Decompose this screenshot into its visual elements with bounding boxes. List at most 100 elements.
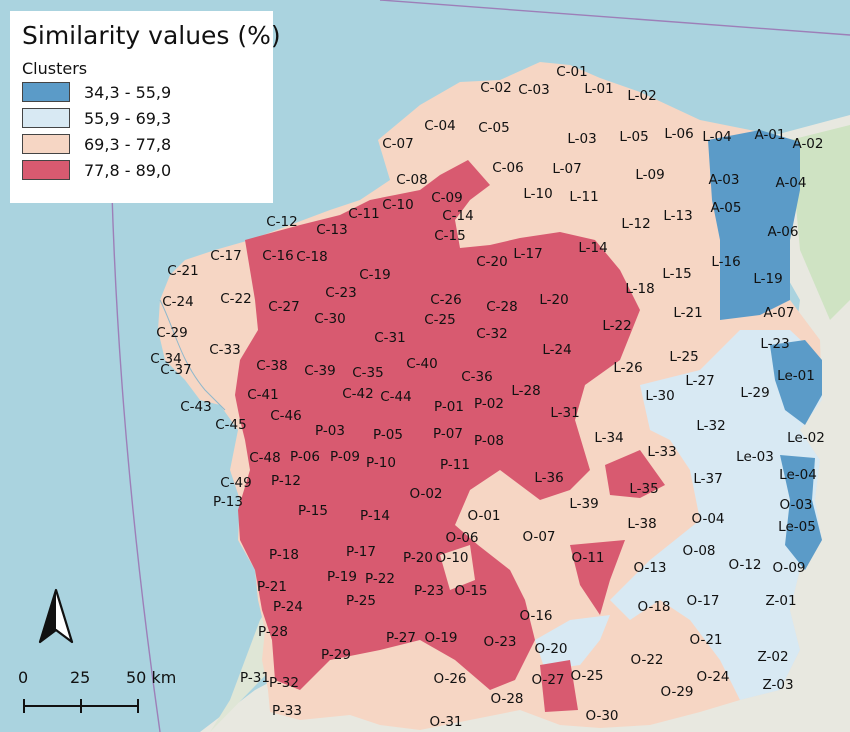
- municipality-label-l-04: L-04: [702, 129, 731, 145]
- legend-item-label: 55,9 - 69,3: [84, 108, 172, 128]
- municipality-label-o-31: O-31: [429, 714, 462, 730]
- region-cluster-4-o11: [570, 540, 625, 615]
- municipality-label-p-29: P-29: [321, 647, 351, 663]
- municipality-label-c-39: C-39: [304, 363, 335, 379]
- municipality-label-l-25: L-25: [669, 349, 698, 365]
- municipality-label-l-07: L-07: [552, 161, 581, 177]
- municipality-label-c-41: C-41: [247, 387, 278, 403]
- municipality-label-z-01: Z-01: [765, 593, 796, 609]
- municipality-label-p-28: P-28: [258, 624, 288, 640]
- legend-subtitle: Clusters: [22, 59, 88, 78]
- municipality-label-p-15: P-15: [298, 503, 328, 519]
- municipality-label-c-30: C-30: [314, 311, 345, 327]
- municipality-label-p-27: P-27: [386, 630, 416, 646]
- municipality-label-l-05: L-05: [619, 129, 648, 145]
- municipality-label-a-07: A-07: [764, 305, 795, 321]
- municipality-label-a-01: A-01: [755, 127, 786, 143]
- municipality-label-c-02: C-02: [480, 80, 511, 96]
- municipality-label-l-38: L-38: [627, 516, 656, 532]
- region-cluster-2: [610, 330, 822, 700]
- municipality-label-l-24: L-24: [542, 342, 571, 358]
- municipality-label-p-17: P-17: [346, 544, 376, 560]
- municipality-label-l-11: L-11: [569, 189, 598, 205]
- map-legend: Similarity values (%) Clusters 34,3 - 55…: [10, 11, 281, 203]
- municipality-label-p-20: P-20: [403, 550, 433, 566]
- municipality-label-c-09: C-09: [431, 190, 462, 206]
- municipality-label-le-02: Le-02: [787, 430, 825, 446]
- municipality-label-le-01: Le-01: [777, 368, 815, 384]
- municipality-label-o-08: O-08: [682, 543, 715, 559]
- municipality-label-a-05: A-05: [711, 200, 742, 216]
- municipality-label-c-08: C-08: [396, 172, 427, 188]
- municipality-label-c-31: C-31: [374, 330, 405, 346]
- legend-swatch: [22, 134, 70, 154]
- municipality-label-l-32: L-32: [696, 418, 725, 434]
- municipality-label-l-23: L-23: [760, 336, 789, 352]
- municipality-label-c-10: C-10: [382, 197, 413, 213]
- municipality-label-a-03: A-03: [709, 172, 740, 188]
- municipality-label-c-26: C-26: [430, 292, 461, 308]
- municipality-label-o-15: O-15: [454, 583, 487, 599]
- municipality-label-p-06: P-06: [290, 449, 320, 465]
- municipality-label-p-01: P-01: [434, 399, 464, 415]
- municipality-label-c-28: C-28: [486, 299, 517, 315]
- municipality-label-c-48: C-48: [249, 450, 280, 466]
- municipality-label-l-13: L-13: [663, 208, 692, 224]
- municipality-label-c-11: C-11: [348, 206, 379, 222]
- municipality-label-l-06: L-06: [664, 126, 693, 142]
- municipality-label-c-23: C-23: [325, 285, 356, 301]
- municipality-label-p-19: P-19: [327, 569, 357, 585]
- municipality-label-l-39: L-39: [569, 496, 598, 512]
- municipality-label-o-09: O-09: [772, 560, 805, 576]
- municipality-label-p-10: P-10: [366, 455, 396, 471]
- municipality-label-c-38: C-38: [256, 358, 287, 374]
- municipality-label-l-02: L-02: [627, 88, 656, 104]
- municipality-label-p-08: P-08: [474, 433, 504, 449]
- municipality-label-c-24: C-24: [162, 294, 193, 310]
- municipality-label-p-05: P-05: [373, 427, 403, 443]
- municipality-label-o-12: O-12: [728, 557, 761, 573]
- municipality-label-a-04: A-04: [776, 175, 807, 191]
- municipality-label-l-20: L-20: [539, 292, 568, 308]
- municipality-label-o-07: O-07: [522, 529, 555, 545]
- municipality-label-c-40: C-40: [406, 356, 437, 372]
- municipality-label-l-22: L-22: [602, 318, 631, 334]
- municipality-label-p-13: P-13: [213, 494, 243, 510]
- municipality-label-c-22: C-22: [220, 291, 251, 307]
- municipality-label-c-36: C-36: [461, 369, 492, 385]
- municipality-label-l-15: L-15: [662, 266, 691, 282]
- municipality-label-p-07: P-07: [433, 426, 463, 442]
- municipality-label-p-33: P-33: [272, 703, 302, 719]
- municipality-label-c-03: C-03: [518, 82, 549, 98]
- municipality-label-a-02: A-02: [793, 136, 824, 152]
- maritime-boundary-north: [379, 0, 850, 36]
- municipality-label-l-27: L-27: [685, 373, 714, 389]
- legend-swatch: [22, 160, 70, 180]
- municipality-label-l-30: L-30: [645, 388, 674, 404]
- municipality-label-p-21: P-21: [257, 579, 287, 595]
- municipality-label-c-44: C-44: [380, 389, 411, 405]
- municipality-label-c-20: C-20: [476, 254, 507, 270]
- municipality-label-o-22: O-22: [630, 652, 663, 668]
- municipality-label-o-03: O-03: [779, 497, 812, 513]
- municipality-label-l-33: L-33: [647, 444, 676, 460]
- municipality-label-p-18: P-18: [269, 547, 299, 563]
- municipality-label-le-05: Le-05: [778, 519, 816, 535]
- municipality-label-o-18: O-18: [637, 599, 670, 615]
- legend-item-label: 69,3 - 77,8: [84, 134, 172, 154]
- municipality-label-o-30: O-30: [585, 708, 618, 724]
- municipality-label-l-28: L-28: [511, 383, 540, 399]
- coastline: [159, 299, 226, 411]
- municipality-label-o-01: O-01: [467, 508, 500, 524]
- municipality-label-p-11: P-11: [440, 457, 470, 473]
- legend-title: Similarity values (%): [22, 21, 281, 50]
- municipality-label-l-36: L-36: [534, 470, 563, 486]
- municipality-label-o-21: O-21: [689, 632, 722, 648]
- municipality-label-o-28: O-28: [490, 691, 523, 707]
- municipality-label-l-03: L-03: [567, 131, 596, 147]
- region-cluster-2-b: [535, 615, 610, 670]
- municipality-label-l-35: L-35: [629, 481, 658, 497]
- municipality-label-le-04: Le-04: [779, 467, 817, 483]
